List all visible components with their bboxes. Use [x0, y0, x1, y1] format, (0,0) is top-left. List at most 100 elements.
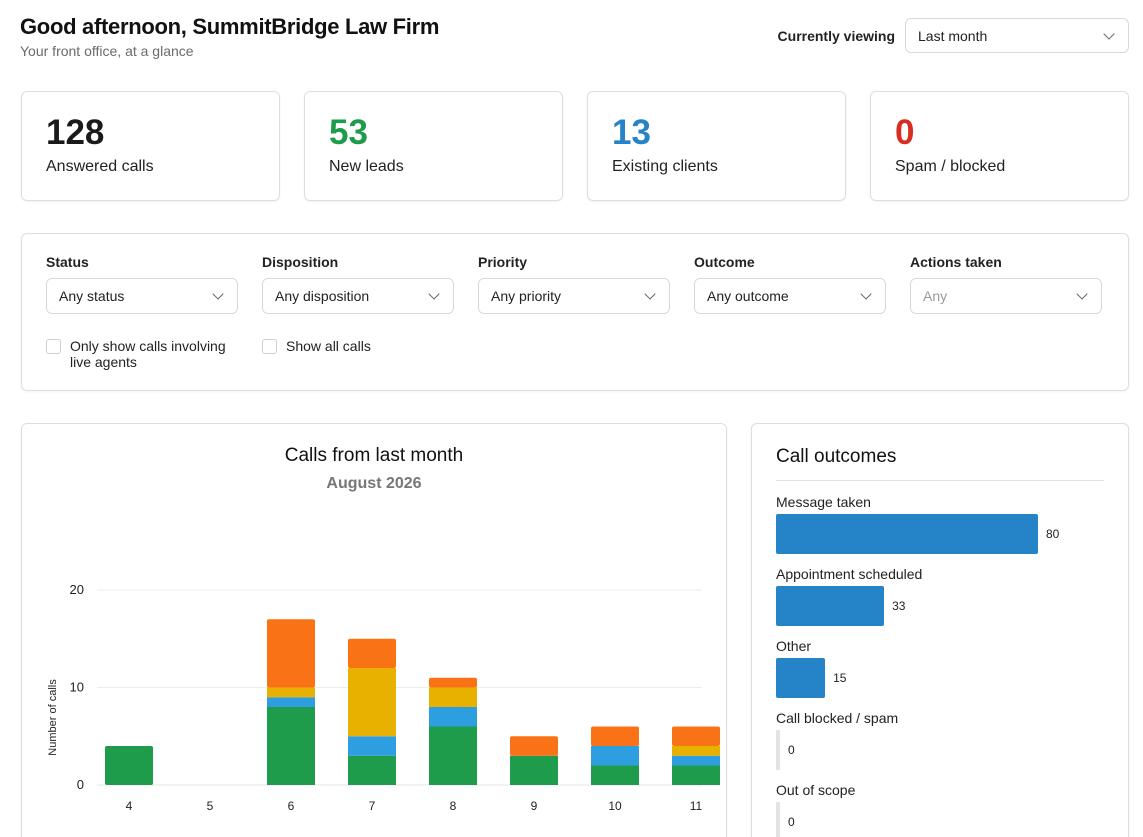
bar-segment: [429, 726, 477, 785]
chart-title: Calls from last month: [284, 445, 464, 466]
dropdown-value: Any status: [59, 288, 125, 304]
outcome-bar-row: 0: [776, 730, 1106, 770]
stat-label: Answered calls: [46, 158, 154, 175]
status-dropdown[interactable]: Any status: [46, 278, 238, 314]
chart-subtitle: August 2026: [326, 475, 422, 492]
outcome-bar: [776, 514, 1038, 554]
chevron-down-icon: [860, 288, 872, 300]
stat-card-new-leads: 53 New leads: [304, 91, 563, 201]
period-dropdown[interactable]: Last month: [905, 18, 1129, 53]
stat-value: 13: [612, 113, 651, 152]
filter-label: Outcome: [694, 254, 755, 270]
page-header: Good afternoon, SummitBridge Law Firm Yo…: [20, 14, 439, 59]
filter-panel: Status Any status Disposition Any dispos…: [21, 233, 1129, 391]
page-subtitle: Your front office, at a glance: [20, 43, 194, 59]
stat-card-answered-calls: 128 Answered calls: [21, 91, 280, 201]
calls-bar-chart: 0 10 20 Number of calls 4 5 6 7 8 9 10 11: [47, 582, 720, 813]
x-tick-label: 4: [126, 799, 133, 813]
bar-segment: [429, 687, 477, 707]
filter-actions-taken: Actions taken Any: [910, 254, 1102, 314]
chevron-down-icon: [1103, 27, 1115, 40]
outcome-label: Appointment scheduled: [776, 566, 923, 582]
priority-dropdown[interactable]: Any priority: [478, 278, 670, 314]
bar-segment: [591, 726, 639, 746]
bar-segment: [510, 755, 558, 785]
show-all-calls-checkbox[interactable]: Show all calls: [262, 338, 454, 370]
bar-segment: [591, 746, 639, 766]
x-tick-label: 10: [608, 799, 622, 813]
stat-cards: 128 Answered calls 53 New leads 13 Exist…: [21, 91, 1129, 201]
period-selector: Currently viewing Last month: [778, 18, 1129, 53]
bar-segment: [672, 746, 720, 756]
outcome-bar-row: 15: [776, 658, 1106, 698]
dropdown-placeholder: Any: [923, 288, 948, 304]
outcome-dropdown[interactable]: Any outcome: [694, 278, 886, 314]
actions-taken-dropdown[interactable]: Any: [910, 278, 1102, 314]
bar-segment: [267, 697, 315, 707]
chevron-down-icon: [1076, 288, 1088, 300]
outcome-bar-row: 33: [776, 586, 1106, 626]
x-tick-label: 11: [690, 799, 703, 813]
bar-segment: [429, 707, 477, 727]
outcomes-title: Call outcomes: [776, 446, 897, 467]
outcome-row: Appointment scheduled 33: [776, 566, 1106, 626]
divider: [776, 480, 1104, 481]
x-tick-label: 7: [369, 799, 376, 813]
stat-value: 0: [895, 113, 915, 152]
outcome-bar: [776, 730, 780, 770]
chevron-down-icon: [428, 288, 440, 300]
outcome-value: 33: [892, 599, 906, 613]
stat-label: Spam / blocked: [895, 158, 1006, 175]
disposition-dropdown[interactable]: Any disposition: [262, 278, 454, 314]
outcome-row: Message taken 80: [776, 494, 1106, 554]
bar-segment: [510, 736, 558, 756]
outcome-label: Call blocked / spam: [776, 710, 899, 726]
bar-segment: [267, 619, 315, 688]
outcome-label: Out of scope: [776, 782, 856, 798]
y-tick-label: 20: [70, 582, 84, 597]
calls-chart-card: Calls from last month August 2026 0 10 20 N…: [21, 423, 727, 837]
live-agents-checkbox[interactable]: Only show calls involving live agents: [46, 338, 238, 370]
filter-disposition: Disposition Any disposition: [262, 254, 454, 314]
outcome-value: 80: [1046, 527, 1060, 541]
dropdown-value: Any priority: [491, 288, 562, 304]
bar-segment: [672, 755, 720, 766]
stat-value: 53: [329, 113, 368, 152]
stat-card-spam-blocked: 0 Spam / blocked: [870, 91, 1129, 201]
outcome-value: 15: [833, 671, 847, 685]
y-tick-label: 10: [70, 680, 84, 695]
period-dropdown-value: Last month: [918, 27, 988, 44]
filter-label: Disposition: [262, 254, 339, 270]
bar-segment: [348, 668, 396, 737]
stat-label: New leads: [329, 158, 404, 175]
bar-segment: [348, 736, 396, 756]
outcome-row: Out of scope 0: [776, 782, 1106, 837]
x-tick-label: 5: [207, 799, 214, 813]
outcome-bar: [776, 802, 780, 837]
bar-segment: [267, 687, 315, 698]
filter-priority: Priority Any priority: [478, 254, 670, 314]
bar-segment: [672, 726, 720, 746]
stat-label: Existing clients: [612, 158, 718, 175]
period-label: Currently viewing: [777, 27, 895, 44]
outcome-bar: [776, 586, 885, 626]
outcome-value: 0: [788, 815, 795, 829]
outcome-label: Other: [776, 638, 812, 654]
chevron-down-icon: [212, 288, 224, 300]
y-axis-label: Number of calls: [47, 679, 59, 756]
bar-segment: [429, 677, 477, 688]
bar-segment: [348, 638, 396, 668]
checkbox-label: Show all calls: [286, 338, 371, 354]
filter-label: Actions taken: [910, 254, 1002, 270]
x-tick-label: 9: [531, 799, 538, 813]
checkbox-label: Only show calls involving live agents: [70, 338, 226, 370]
checkbox-box[interactable]: [46, 339, 61, 354]
checkbox-box[interactable]: [262, 339, 277, 354]
bar-segment: [672, 765, 720, 785]
bar-segment: [105, 746, 153, 785]
bar-segment: [591, 765, 639, 785]
page-title: Good afternoon, SummitBridge Law Firm: [20, 14, 440, 39]
filter-label: Status: [46, 254, 89, 270]
stat-card-existing-clients: 13 Existing clients: [587, 91, 846, 201]
outcome-bar-row: 0: [776, 802, 1106, 837]
